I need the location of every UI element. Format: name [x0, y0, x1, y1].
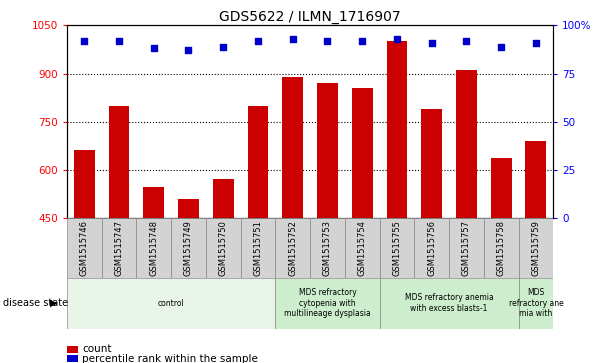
Bar	[345, 218, 379, 278]
Text: GSM1515756: GSM1515756	[427, 220, 436, 276]
Text: MDS
refractory ane
mia with: MDS refractory ane mia with	[508, 288, 563, 318]
Text: GSM1515757: GSM1515757	[462, 220, 471, 276]
Bar	[178, 199, 199, 218]
Bar	[525, 141, 547, 218]
Text: GSM1515748: GSM1515748	[149, 220, 158, 276]
Point	[496, 44, 506, 49]
Text: GSM1515755: GSM1515755	[392, 220, 401, 276]
Bar	[519, 278, 553, 329]
Point	[288, 36, 297, 42]
Bar	[310, 218, 345, 278]
Text: GSM1515753: GSM1515753	[323, 220, 332, 276]
Bar	[136, 218, 171, 278]
Text: MDS refractory
cytopenia with
multilineage dysplasia: MDS refractory cytopenia with multilinea…	[284, 288, 371, 318]
Bar	[387, 41, 407, 218]
Text: GSM1515758: GSM1515758	[497, 220, 506, 276]
Point	[461, 38, 471, 44]
Text: MDS refractory anemia
with excess blasts-1: MDS refractory anemia with excess blasts…	[405, 293, 494, 313]
Bar	[414, 218, 449, 278]
Bar	[74, 150, 95, 218]
Point	[114, 38, 124, 44]
Bar	[484, 218, 519, 278]
Point	[323, 38, 333, 44]
Bar	[171, 218, 206, 278]
Bar	[282, 77, 303, 218]
Text: GSM1515749: GSM1515749	[184, 220, 193, 276]
Bar	[379, 278, 519, 329]
Text: percentile rank within the sample: percentile rank within the sample	[82, 354, 258, 363]
Bar	[143, 187, 164, 218]
Text: control: control	[157, 299, 184, 307]
Bar	[109, 106, 130, 218]
Point	[80, 38, 89, 44]
Point	[253, 38, 263, 44]
Text: GSM1515754: GSM1515754	[358, 220, 367, 276]
Text: count: count	[82, 344, 112, 354]
Bar	[275, 218, 310, 278]
Point	[358, 38, 367, 44]
Bar	[519, 218, 553, 278]
Point	[531, 40, 541, 46]
Bar	[456, 70, 477, 218]
Bar	[102, 218, 136, 278]
Bar	[67, 218, 102, 278]
Bar	[206, 218, 241, 278]
Bar	[352, 88, 373, 218]
Point	[149, 46, 159, 52]
Bar	[449, 218, 484, 278]
Text: GSM1515752: GSM1515752	[288, 220, 297, 276]
Point	[184, 48, 193, 53]
Bar	[213, 179, 233, 218]
Text: GSM1515746: GSM1515746	[80, 220, 89, 276]
Text: GSM1515759: GSM1515759	[531, 220, 541, 276]
Text: GSM1515747: GSM1515747	[114, 220, 123, 276]
Point	[427, 40, 437, 46]
Text: GSM1515751: GSM1515751	[254, 220, 263, 276]
Text: GSM1515750: GSM1515750	[219, 220, 228, 276]
Bar	[379, 218, 414, 278]
Bar	[275, 278, 379, 329]
Title: GDS5622 / ILMN_1716907: GDS5622 / ILMN_1716907	[219, 11, 401, 24]
Bar	[421, 109, 442, 218]
Bar	[241, 218, 275, 278]
Bar	[317, 83, 338, 218]
Text: ▶: ▶	[50, 298, 58, 308]
Bar	[247, 106, 268, 218]
Point	[218, 44, 228, 49]
Point	[392, 36, 402, 42]
Text: disease state: disease state	[3, 298, 68, 308]
Bar	[491, 159, 511, 218]
Bar	[67, 278, 275, 329]
